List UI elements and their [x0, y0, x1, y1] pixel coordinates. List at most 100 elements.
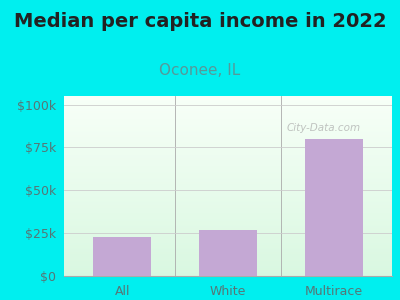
Bar	[64, 123, 392, 124]
Bar	[64, 262, 392, 263]
Bar	[64, 165, 392, 166]
Bar	[64, 207, 392, 208]
Bar	[64, 194, 392, 195]
Bar	[64, 222, 392, 223]
Bar	[64, 200, 392, 201]
Bar	[64, 265, 392, 266]
Bar	[64, 259, 392, 260]
Bar	[64, 190, 392, 191]
Bar	[64, 184, 392, 185]
Bar	[64, 191, 392, 192]
Bar	[64, 233, 392, 234]
Bar	[64, 235, 392, 236]
Bar	[64, 110, 392, 111]
Bar	[64, 231, 392, 232]
Bar	[64, 132, 392, 133]
Bar	[64, 119, 392, 120]
Bar	[64, 192, 392, 193]
Text: City-Data.com: City-Data.com	[287, 123, 361, 134]
Bar	[64, 155, 392, 156]
Bar	[64, 179, 392, 180]
Bar	[64, 244, 392, 245]
Bar	[64, 183, 392, 184]
Bar	[64, 239, 392, 240]
Bar	[64, 263, 392, 264]
Bar	[64, 146, 392, 147]
Bar	[64, 125, 392, 126]
Bar	[64, 230, 392, 231]
Bar	[64, 159, 392, 160]
Bar	[64, 236, 392, 237]
Bar	[64, 221, 392, 222]
Bar	[64, 186, 392, 187]
Bar	[64, 143, 392, 144]
Bar	[64, 145, 392, 146]
Bar	[64, 161, 392, 162]
Bar	[64, 135, 392, 136]
Text: Oconee, IL: Oconee, IL	[159, 63, 241, 78]
Bar	[64, 160, 392, 161]
Bar	[64, 177, 392, 178]
Bar	[64, 163, 392, 164]
Bar	[64, 242, 392, 243]
Bar	[64, 240, 392, 241]
Bar	[64, 238, 392, 239]
Bar	[64, 180, 392, 181]
Bar	[64, 272, 392, 273]
Bar	[64, 195, 392, 196]
Bar	[64, 162, 392, 163]
Bar	[64, 103, 392, 104]
Bar	[64, 203, 392, 204]
Bar	[64, 257, 392, 258]
Bar	[64, 269, 392, 270]
Bar	[199, 230, 257, 276]
Bar	[64, 169, 392, 170]
Bar	[64, 260, 392, 261]
Bar	[64, 217, 392, 218]
Bar	[64, 166, 392, 167]
Bar	[64, 158, 392, 159]
Bar	[64, 118, 392, 119]
Bar	[64, 201, 392, 202]
Bar	[64, 134, 392, 135]
Bar	[64, 215, 392, 216]
Bar	[64, 141, 392, 142]
Bar	[64, 188, 392, 189]
Bar	[93, 237, 151, 276]
Bar	[64, 148, 392, 149]
Bar	[64, 104, 392, 105]
Bar	[64, 187, 392, 188]
Bar	[64, 101, 392, 102]
Bar	[64, 170, 392, 171]
Bar	[64, 250, 392, 251]
Bar	[64, 109, 392, 110]
Bar	[64, 97, 392, 98]
Bar	[64, 131, 392, 132]
Bar	[64, 267, 392, 268]
Bar	[64, 251, 392, 252]
Bar	[64, 96, 392, 97]
Bar	[64, 168, 392, 169]
Bar	[64, 211, 392, 212]
Bar	[64, 144, 392, 145]
Bar	[64, 197, 392, 198]
Bar	[64, 196, 392, 197]
Bar	[64, 174, 392, 175]
Bar	[64, 220, 392, 221]
Bar	[64, 249, 392, 250]
Bar	[64, 198, 392, 199]
Bar	[64, 258, 392, 259]
Bar	[64, 139, 392, 140]
Bar	[64, 261, 392, 262]
Bar	[64, 273, 392, 274]
Bar	[64, 154, 392, 155]
Bar	[64, 208, 392, 209]
Bar	[64, 115, 392, 116]
Bar	[64, 214, 392, 215]
Bar	[64, 105, 392, 106]
Bar	[64, 121, 392, 122]
Bar	[64, 129, 392, 130]
Bar	[64, 224, 392, 225]
Bar	[305, 139, 363, 276]
Bar	[64, 243, 392, 244]
